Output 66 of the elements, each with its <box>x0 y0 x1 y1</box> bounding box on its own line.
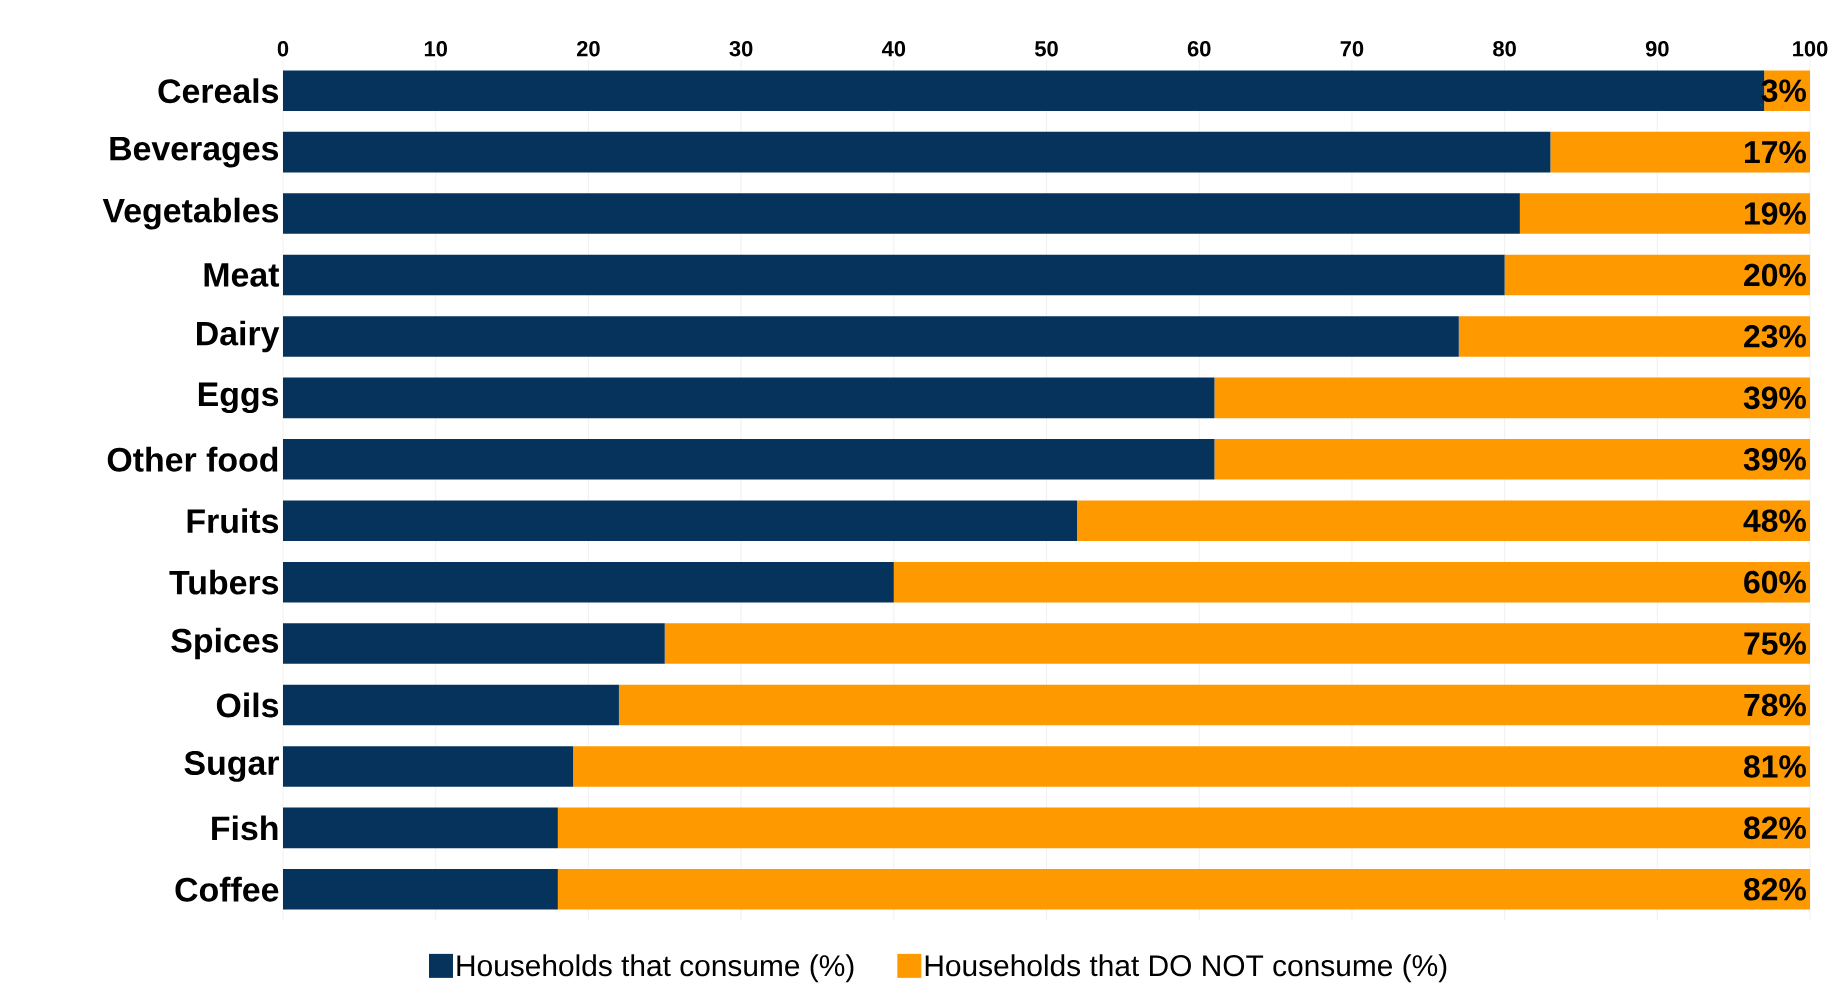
y-tick-label: Fish <box>212 815 278 841</box>
bar <box>1214 439 1811 480</box>
y-tick-label: Eggs <box>198 382 279 414</box>
y-tick-label: Sugar <box>184 751 279 782</box>
bar <box>1519 193 1811 234</box>
bar <box>283 684 619 726</box>
data-label: 19% <box>1745 202 1806 225</box>
bar <box>283 869 558 910</box>
x-tick-label: 40 <box>881 40 906 57</box>
bar <box>557 807 1811 849</box>
data-label: 39% <box>1743 447 1806 471</box>
bar <box>618 684 1811 726</box>
bar <box>283 193 1520 234</box>
bar <box>893 561 1811 603</box>
bar <box>283 316 1459 357</box>
bar <box>573 746 1811 787</box>
x-tick-label: 100 <box>1793 40 1828 57</box>
data-label: 75% <box>1744 632 1806 655</box>
bar <box>283 807 558 849</box>
bar <box>283 623 665 664</box>
y-tick-label: Tubers <box>169 569 279 595</box>
bar <box>283 254 1505 296</box>
bar <box>283 377 1215 419</box>
y-tick-label: Spices <box>171 627 279 660</box>
legend-label: Households that consume (%) <box>457 954 854 983</box>
legend-label: Households that DO NOT consume (%) <box>925 954 1447 983</box>
data-label: 82% <box>1744 878 1806 901</box>
x-tick-label: 80 <box>1493 40 1516 57</box>
x-tick-label: 20 <box>576 40 600 57</box>
y-tick-label: Cereals <box>158 78 279 104</box>
bar <box>283 500 1078 541</box>
bar <box>1077 500 1811 541</box>
data-label: 39% <box>1743 386 1806 410</box>
data-label: 81% <box>1744 755 1806 778</box>
y-tick-label: Beverages <box>110 136 279 168</box>
y-tick-label: Coffee <box>175 876 279 902</box>
x-tick-label: 70 <box>1340 40 1364 57</box>
data-label: 78% <box>1744 693 1806 717</box>
data-label: 48% <box>1743 509 1806 532</box>
bar <box>664 623 1811 664</box>
x-tick-label: 90 <box>1645 40 1669 57</box>
x-tick-label: 10 <box>424 40 447 57</box>
bar <box>1504 254 1811 296</box>
x-tick-label: 0 <box>277 40 289 57</box>
bar <box>1550 131 1811 173</box>
bar <box>1214 377 1811 419</box>
data-label: 82% <box>1744 816 1806 840</box>
y-tick-label: Oils <box>216 692 279 718</box>
data-label: 23% <box>1744 325 1806 348</box>
data-label: 60% <box>1744 570 1806 594</box>
y-tick-label: Vegetables <box>102 197 279 230</box>
x-tick-label: 50 <box>1034 40 1058 57</box>
y-tick-label: Fruits <box>187 508 279 534</box>
bar <box>283 746 574 787</box>
x-tick-label: 60 <box>1187 40 1211 57</box>
y-tick-label: Dairy <box>197 320 280 353</box>
bar <box>283 439 1215 480</box>
y-tick-label: Meat <box>204 263 280 287</box>
bar <box>557 869 1811 910</box>
y-tick-label: Other food <box>107 446 278 472</box>
data-label: 17% <box>1745 140 1806 164</box>
bar <box>1458 316 1811 357</box>
bar <box>283 561 894 603</box>
data-label: 20% <box>1744 263 1806 287</box>
x-tick-label: 30 <box>729 40 753 57</box>
bar <box>283 131 1551 173</box>
